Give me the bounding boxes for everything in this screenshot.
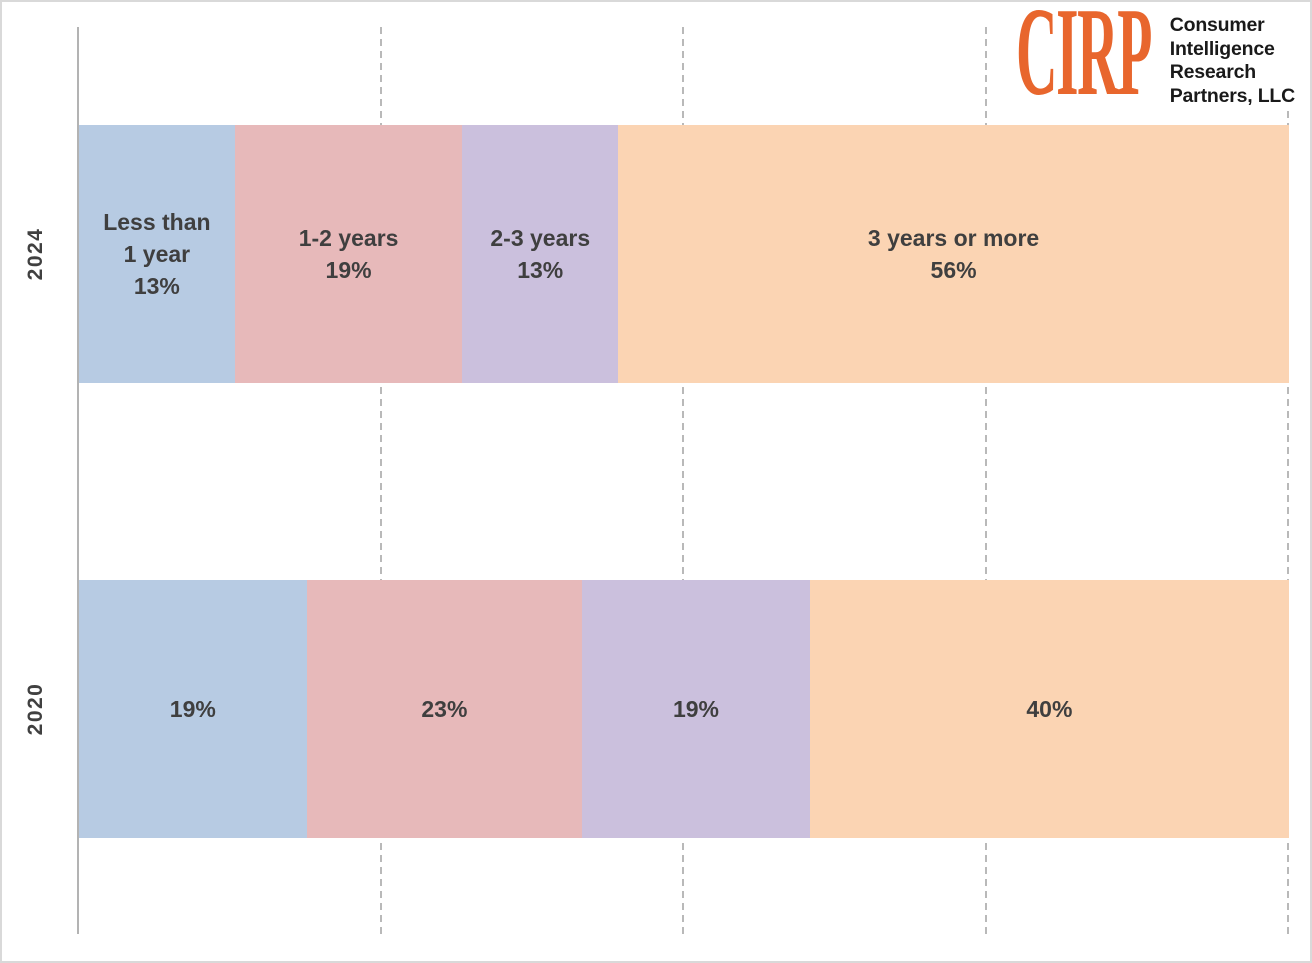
segment-label-line: 1-2 years bbox=[298, 225, 399, 251]
bar-2024: Less than 1 year 13% 1-2 years 19% 2-3 y… bbox=[79, 125, 1290, 383]
bar-2020-seg-2-3-years: 19% bbox=[582, 580, 810, 838]
gridline bbox=[682, 27, 684, 934]
bar-2024-seg-less-than-1-year: Less than 1 year 13% bbox=[79, 125, 235, 383]
segment-value-label: 13% bbox=[517, 257, 564, 283]
segment-value-label: 13% bbox=[133, 273, 180, 299]
logo-name-line: Intelligence bbox=[1169, 37, 1275, 60]
segment-label-line: 1 year bbox=[123, 241, 191, 267]
logo-name-line: Research bbox=[1169, 61, 1256, 83]
cirp-logo: CIRP Consumer Intelligence Research Part… bbox=[1013, 2, 1297, 114]
gridline bbox=[984, 27, 987, 934]
logo-name-line: Consumer bbox=[1169, 14, 1265, 36]
bar-2020-seg-3-years-or-more: 40% bbox=[809, 580, 1289, 838]
bar-2024-seg-3-years-or-more: 3 years or more 56% bbox=[618, 125, 1290, 383]
cirp-logo-wordmark: CIRP bbox=[1016, 2, 1158, 114]
segment-value-label: 23% bbox=[421, 696, 468, 722]
segment-value-label: 40% bbox=[1026, 696, 1073, 722]
bar-2024-seg-1-2-years: 1-2 years 19% bbox=[234, 125, 463, 383]
y-axis-label-2020: 2020 bbox=[24, 682, 47, 736]
bar-2020: 19% 23% 19% 40% bbox=[79, 580, 1289, 838]
segment-value-label: 56% bbox=[930, 257, 977, 283]
segment-label-line: 2-3 years bbox=[490, 225, 591, 251]
plot-area: Less than 1 year 13% 1-2 years 19% 2-3 y… bbox=[77, 27, 1290, 934]
segment-value-label: 19% bbox=[325, 257, 372, 283]
cirp-logo-text: CIRP bbox=[1015, 0, 1152, 122]
cirp-logo-company-name: Consumer Intelligence Research Partners,… bbox=[1170, 12, 1295, 108]
gridline bbox=[379, 27, 382, 934]
y-axis-label-2024: 2024 bbox=[24, 227, 47, 281]
bar-2020-seg-1-2-years: 23% bbox=[306, 580, 583, 838]
bar-2020-seg-less-than-1-year: 19% bbox=[79, 580, 307, 838]
gridline bbox=[1287, 27, 1289, 934]
bar-2024-seg-2-3-years: 2-3 years 13% bbox=[462, 125, 619, 383]
segment-value-label: 19% bbox=[169, 696, 216, 722]
segment-value-label: 19% bbox=[672, 696, 719, 722]
segment-label-line: Less than bbox=[103, 209, 211, 235]
logo-name-line: Partners, LLC bbox=[1169, 84, 1295, 107]
gridlines bbox=[79, 27, 1289, 934]
segment-label-line: 3 years or more bbox=[867, 225, 1040, 251]
